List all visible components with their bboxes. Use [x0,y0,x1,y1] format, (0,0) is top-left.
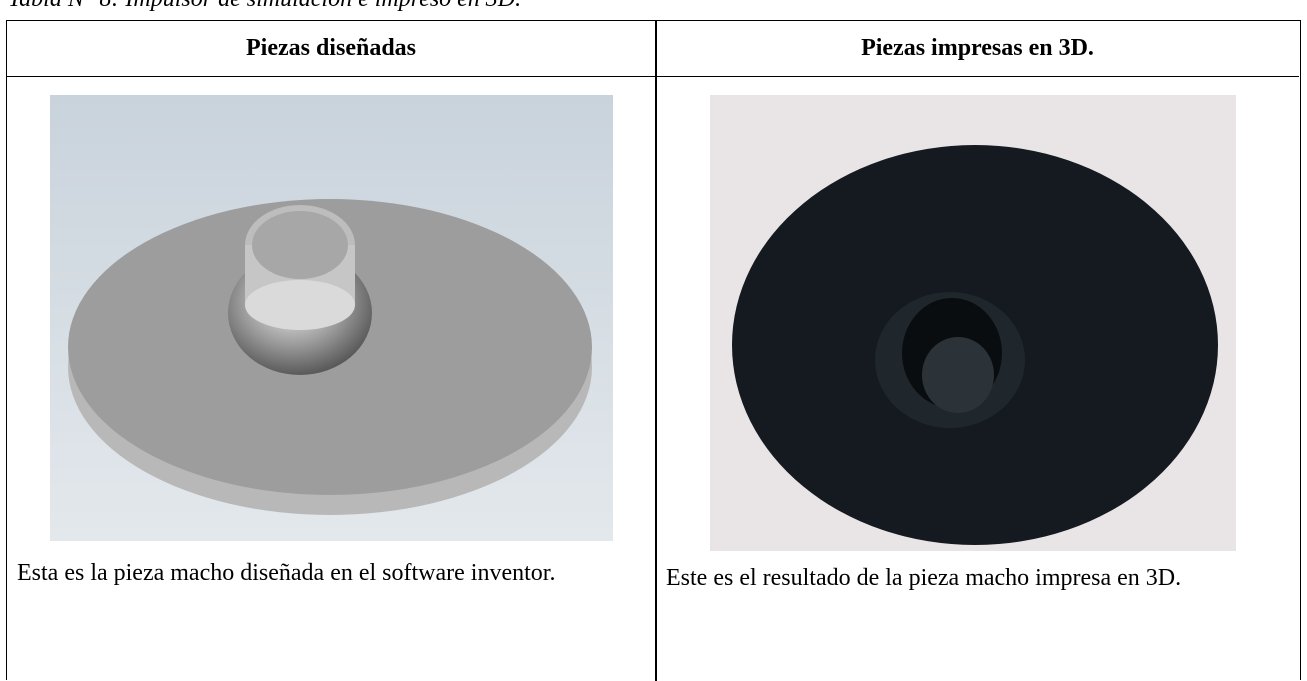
cell-text: Este es el resultado de la pieza macho i… [666,565,1182,591]
cell-text: Esta es la pieza macho diseñada en el so… [17,560,556,586]
page: {"caption": "Tabla N° 8: Impulsor de sim… [6,0,1301,681]
printed-part-image [710,95,1236,551]
table: Piezas diseñadas Piezas impresas en 3D. … [6,20,1301,681]
designed-part-image [50,95,613,541]
header-cell: Piezas impresas en 3D. [656,21,1299,77]
header-cell: Piezas diseñadas [7,21,655,77]
caption: Tabla N° 8: Impulsor de simulación e imp… [8,0,521,13]
column-divider [655,21,657,681]
